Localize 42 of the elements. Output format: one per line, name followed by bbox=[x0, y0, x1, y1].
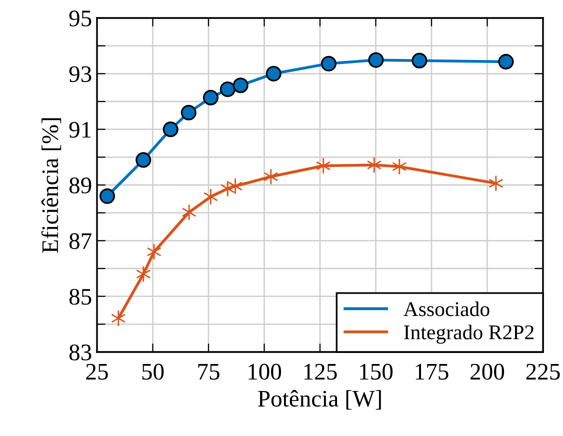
point bbox=[136, 266, 151, 282]
x-tick-label: 200 bbox=[470, 364, 504, 380]
point bbox=[99, 188, 116, 204]
point bbox=[136, 152, 152, 168]
y-tick-label: 93 bbox=[69, 66, 92, 82]
y-tick-label: 85 bbox=[69, 288, 92, 305]
x-tick-label: 50 bbox=[142, 364, 164, 380]
legend-label: Associado bbox=[404, 302, 490, 316]
x-tick-label: 100 bbox=[248, 364, 282, 380]
y-tick-label: 95 bbox=[69, 10, 92, 26]
point bbox=[320, 56, 336, 72]
point bbox=[111, 310, 126, 327]
point bbox=[366, 156, 382, 174]
legend-label: Integrado R2P2 bbox=[404, 324, 534, 344]
point bbox=[220, 81, 236, 98]
point bbox=[264, 168, 278, 185]
point bbox=[162, 122, 178, 138]
point bbox=[203, 188, 218, 206]
point bbox=[316, 157, 331, 174]
x-axis-title: Potência [W] bbox=[258, 390, 381, 410]
point bbox=[498, 54, 514, 70]
x-tick-label: 175 bbox=[416, 364, 448, 380]
point bbox=[412, 52, 428, 68]
point bbox=[392, 158, 407, 175]
y-tick-label: 87 bbox=[69, 233, 92, 250]
x-tick-label: 25 bbox=[86, 364, 108, 380]
y-tick-label: 83 bbox=[69, 344, 92, 360]
point bbox=[180, 104, 196, 120]
point bbox=[266, 66, 282, 82]
x-tick-label: 225 bbox=[526, 364, 560, 380]
y-axis-title: Eficiência [%] bbox=[41, 118, 62, 253]
point bbox=[368, 52, 384, 68]
point bbox=[232, 78, 248, 94]
point bbox=[146, 243, 162, 260]
point bbox=[202, 90, 219, 106]
x-tick-label: 75 bbox=[198, 364, 220, 380]
point bbox=[228, 178, 243, 194]
y-tick-label: 91 bbox=[69, 122, 91, 138]
x-tick-label: 150 bbox=[360, 364, 393, 380]
y-tick-label: 89 bbox=[69, 177, 92, 194]
x-tick-label: 125 bbox=[304, 364, 337, 380]
point bbox=[182, 204, 196, 221]
